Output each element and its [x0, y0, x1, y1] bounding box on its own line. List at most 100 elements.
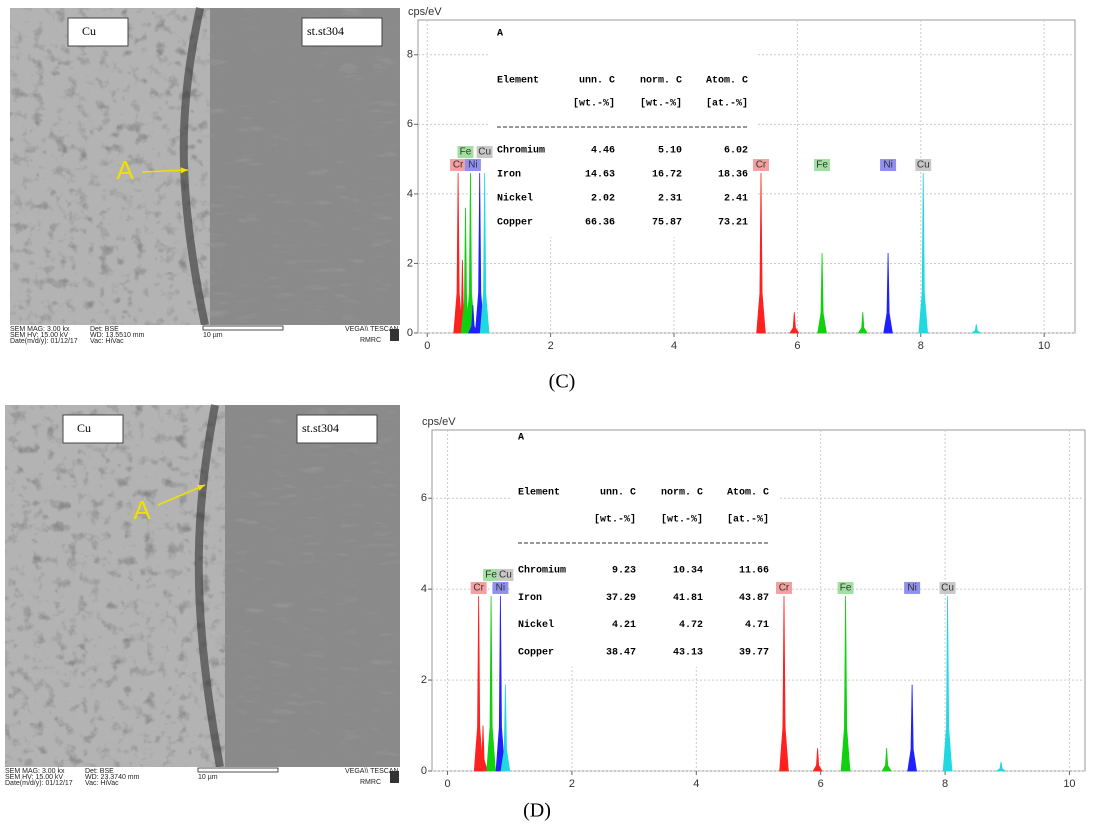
- peak: [486, 595, 496, 772]
- element-tag: [915, 159, 932, 172]
- peak: [840, 639, 851, 772]
- table-unit: [wt.-%]: [661, 514, 703, 526]
- element-label: Cr: [779, 583, 790, 594]
- info-text: VEGA\\ TESCAN: [345, 326, 399, 333]
- x-tick-label: 8: [918, 340, 924, 352]
- peak: [918, 266, 929, 334]
- x-tick-label: 2: [548, 340, 554, 352]
- info-bar: [5, 767, 400, 785]
- table-unit: [wt.-%]: [594, 514, 636, 526]
- table-unit: [at.-%]: [727, 514, 769, 526]
- table-bg: [510, 431, 778, 667]
- table-cell: 43.87: [739, 593, 769, 604]
- table-cell: 4.72: [679, 620, 703, 631]
- table-cell: 6.02: [724, 146, 748, 157]
- y-axis-label: cps/eV: [422, 416, 456, 428]
- table-cell: 75.87: [652, 218, 682, 229]
- scale-bar: [202, 325, 284, 331]
- peak: [478, 725, 488, 772]
- info-text: Det: BSE: [90, 326, 119, 333]
- element-tag: [904, 581, 921, 594]
- element-tag: [457, 146, 474, 159]
- table-cell: Nickel: [518, 619, 554, 631]
- element-label: Cu: [941, 583, 954, 594]
- table-cell: 4.46: [591, 146, 615, 157]
- element-tag: [497, 568, 514, 581]
- table-cell: 43.13: [673, 648, 703, 659]
- peak: [883, 326, 893, 334]
- table-cell: 2.41: [724, 194, 748, 205]
- peak: [479, 266, 490, 334]
- element-tag: [939, 581, 956, 594]
- image-label: Cu: [77, 421, 91, 435]
- y-tick-label: 0: [407, 327, 413, 339]
- label-box: [62, 414, 124, 444]
- table-cell: 41.81: [673, 593, 703, 604]
- table-cell: 14.63: [585, 170, 615, 181]
- table-cell: Chromium: [518, 565, 566, 577]
- element-tag: [470, 581, 487, 594]
- y-tick-label: 2: [421, 674, 427, 686]
- table-unit: [wt.-%]: [640, 98, 682, 110]
- element-tag: [492, 581, 509, 594]
- x-tick-label: 0: [444, 778, 450, 790]
- image-label: st.st304: [302, 421, 339, 435]
- element-tag: [775, 581, 792, 594]
- peak: [942, 684, 953, 772]
- image-label: st.st304: [307, 24, 344, 38]
- info-text: SEM HV: 15.00 kV: [10, 332, 68, 339]
- table-cell: 11.66: [739, 566, 769, 577]
- x-tick-label: 10: [1063, 778, 1075, 790]
- table-cell: 18.36: [718, 170, 748, 181]
- element-tag: [880, 159, 897, 172]
- peak: [817, 298, 827, 334]
- info-text: RMRC: [360, 337, 381, 344]
- table-cell: 16.72: [652, 170, 682, 181]
- info-text: Date(m/d/y): 01/12/17: [5, 780, 73, 787]
- table-cell: 38.47: [606, 648, 636, 659]
- table-title: A: [518, 433, 524, 444]
- table-unit: [at.-%]: [706, 98, 748, 110]
- marker-arrow: [141, 169, 189, 173]
- info-text: Date(m/d/y): 01/12/17: [10, 338, 78, 345]
- element-tag: [483, 568, 500, 581]
- peak: [789, 312, 800, 334]
- label-box: [301, 17, 383, 47]
- element-tag: [464, 159, 481, 172]
- panel-caption: (D): [523, 800, 551, 822]
- info-text: 10 µm: [203, 332, 223, 339]
- table-cell: 66.36: [585, 218, 615, 229]
- element-label: Fe: [816, 160, 828, 171]
- peak: [755, 320, 767, 334]
- sem-texture: [215, 405, 400, 767]
- panel-caption: (C): [549, 371, 576, 393]
- peak: [881, 748, 892, 772]
- info-text: Det: BSE: [85, 768, 114, 775]
- table-cell: 10.34: [673, 566, 703, 577]
- element-label: Ni: [907, 583, 916, 594]
- sem-texture: [10, 8, 210, 325]
- y-tick-label: 6: [407, 118, 413, 130]
- peak: [500, 684, 511, 772]
- y-tick-label: 4: [407, 188, 413, 200]
- table-cell: Copper: [497, 218, 533, 229]
- info-text: WD: 13.5510 mm: [90, 332, 145, 339]
- x-tick-label: 4: [693, 778, 699, 790]
- info-text: RMRC: [360, 779, 381, 786]
- table-header: Atom. C: [727, 488, 769, 499]
- element-label: Cr: [473, 583, 484, 594]
- x-tick-label: 10: [1038, 340, 1050, 352]
- table-cell: Copper: [518, 648, 554, 659]
- element-tag: [450, 159, 467, 172]
- peak: [906, 759, 918, 772]
- info-text: SEM MAG: 3.00 kx: [10, 326, 70, 333]
- y-tick-label: 6: [421, 492, 427, 504]
- table-cell: 2.31: [658, 194, 682, 205]
- table-cell: Iron: [497, 170, 521, 181]
- table-cell: 4.21: [612, 620, 636, 631]
- table-header: unn. C: [579, 76, 615, 87]
- table-cell: 39.77: [739, 648, 769, 659]
- x-tick-label: 6: [794, 340, 800, 352]
- element-label: Cu: [478, 147, 491, 158]
